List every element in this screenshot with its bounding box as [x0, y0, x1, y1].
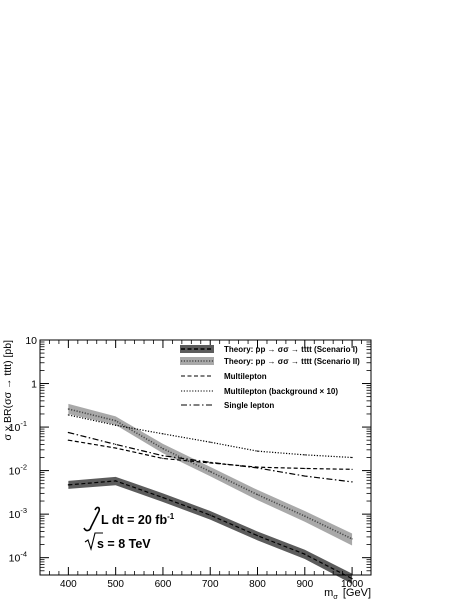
- data-point: [351, 578, 353, 580]
- data-point: [67, 484, 69, 486]
- data-point: [209, 514, 211, 516]
- theory-bands: [68, 403, 353, 584]
- data-point: [256, 535, 259, 537]
- data-point: [115, 480, 117, 482]
- data-point: [115, 420, 117, 422]
- legend-label: Multilepton (background × 10): [224, 387, 338, 396]
- x-axis-ticks: 400 500 600 700 800 900 1000: [49, 340, 372, 590]
- legend-label: Theory: pp → σσ → tttt (Scenario II): [224, 357, 360, 366]
- data-point: [351, 456, 353, 459]
- data-point: [256, 494, 259, 496]
- y-tick-exponent: -2: [20, 463, 27, 472]
- x-tick-label: 1000: [341, 579, 364, 590]
- data-point: [67, 439, 69, 441]
- legend-label: Single lepton: [224, 401, 274, 410]
- y-tick-exponent: -1: [20, 419, 27, 428]
- data-point: [162, 496, 164, 499]
- data-point: [256, 467, 259, 469]
- series-lines: [67, 408, 353, 580]
- x-axis-label-main: m: [324, 587, 333, 599]
- x-axis-label-subscript: σ: [333, 592, 338, 601]
- x-tick-label: 600: [155, 579, 172, 590]
- data-point: [351, 538, 353, 540]
- y-tick-exponent: -4: [20, 550, 27, 559]
- data-point: [304, 553, 306, 555]
- x-tick-label: 400: [60, 579, 77, 590]
- x-tick-label: 800: [249, 579, 266, 590]
- theory-band-2: [68, 403, 353, 546]
- data-point: [115, 424, 117, 426]
- energy-text: s = 8 TeV: [97, 537, 151, 551]
- x-axis-label-unit: [GeV]: [343, 587, 371, 599]
- sqrt-sign: [84, 532, 103, 551]
- x-tick-label: 900: [296, 579, 313, 590]
- data-point: [67, 431, 69, 434]
- data-point: [209, 461, 211, 463]
- lumi-value: L dt = 20 fb: [101, 513, 167, 527]
- data-point: [304, 467, 306, 470]
- data-point: [162, 448, 164, 450]
- luminosity-annotation: L dt = 20 fb-1 s = 8 TeV: [83, 506, 175, 551]
- data-point: [351, 481, 353, 483]
- lumi-text: L dt = 20 fb-1: [101, 512, 175, 527]
- integral-sign: [83, 506, 100, 532]
- lumi-superscript: -1: [167, 512, 175, 521]
- data-point: [162, 455, 164, 457]
- data-point: [115, 447, 117, 449]
- data-point: [304, 475, 306, 477]
- legend-label: Theory: pp → σσ → tttt (Scenario I): [224, 345, 358, 354]
- data-point: [209, 470, 211, 473]
- data-point: [351, 468, 353, 470]
- x-tick-label: 700: [202, 579, 219, 590]
- y-axis-label: σ x BR(σσ → tttt) [pb]: [2, 340, 14, 441]
- y-tick-label: 10: [25, 335, 37, 347]
- data-point: [209, 441, 211, 443]
- x-axis-label: mσ [GeV]: [324, 587, 371, 601]
- y-tick-exponent: -3: [20, 506, 27, 515]
- legend-swatch-band: [180, 357, 214, 365]
- legend: Theory: pp → σσ → tttt (Scenario I) Theor…: [180, 345, 360, 410]
- data-point: [304, 454, 306, 456]
- data-point: [304, 515, 306, 517]
- legend-label: Multilepton: [224, 372, 267, 381]
- data-point: [67, 408, 69, 410]
- y-tick-label: 1: [31, 379, 37, 391]
- data-point: [162, 433, 164, 435]
- data-point: [162, 457, 164, 460]
- data-point: [67, 414, 69, 416]
- data-point: [256, 450, 259, 452]
- x-tick-label: 500: [107, 579, 124, 590]
- data-point: [115, 443, 117, 445]
